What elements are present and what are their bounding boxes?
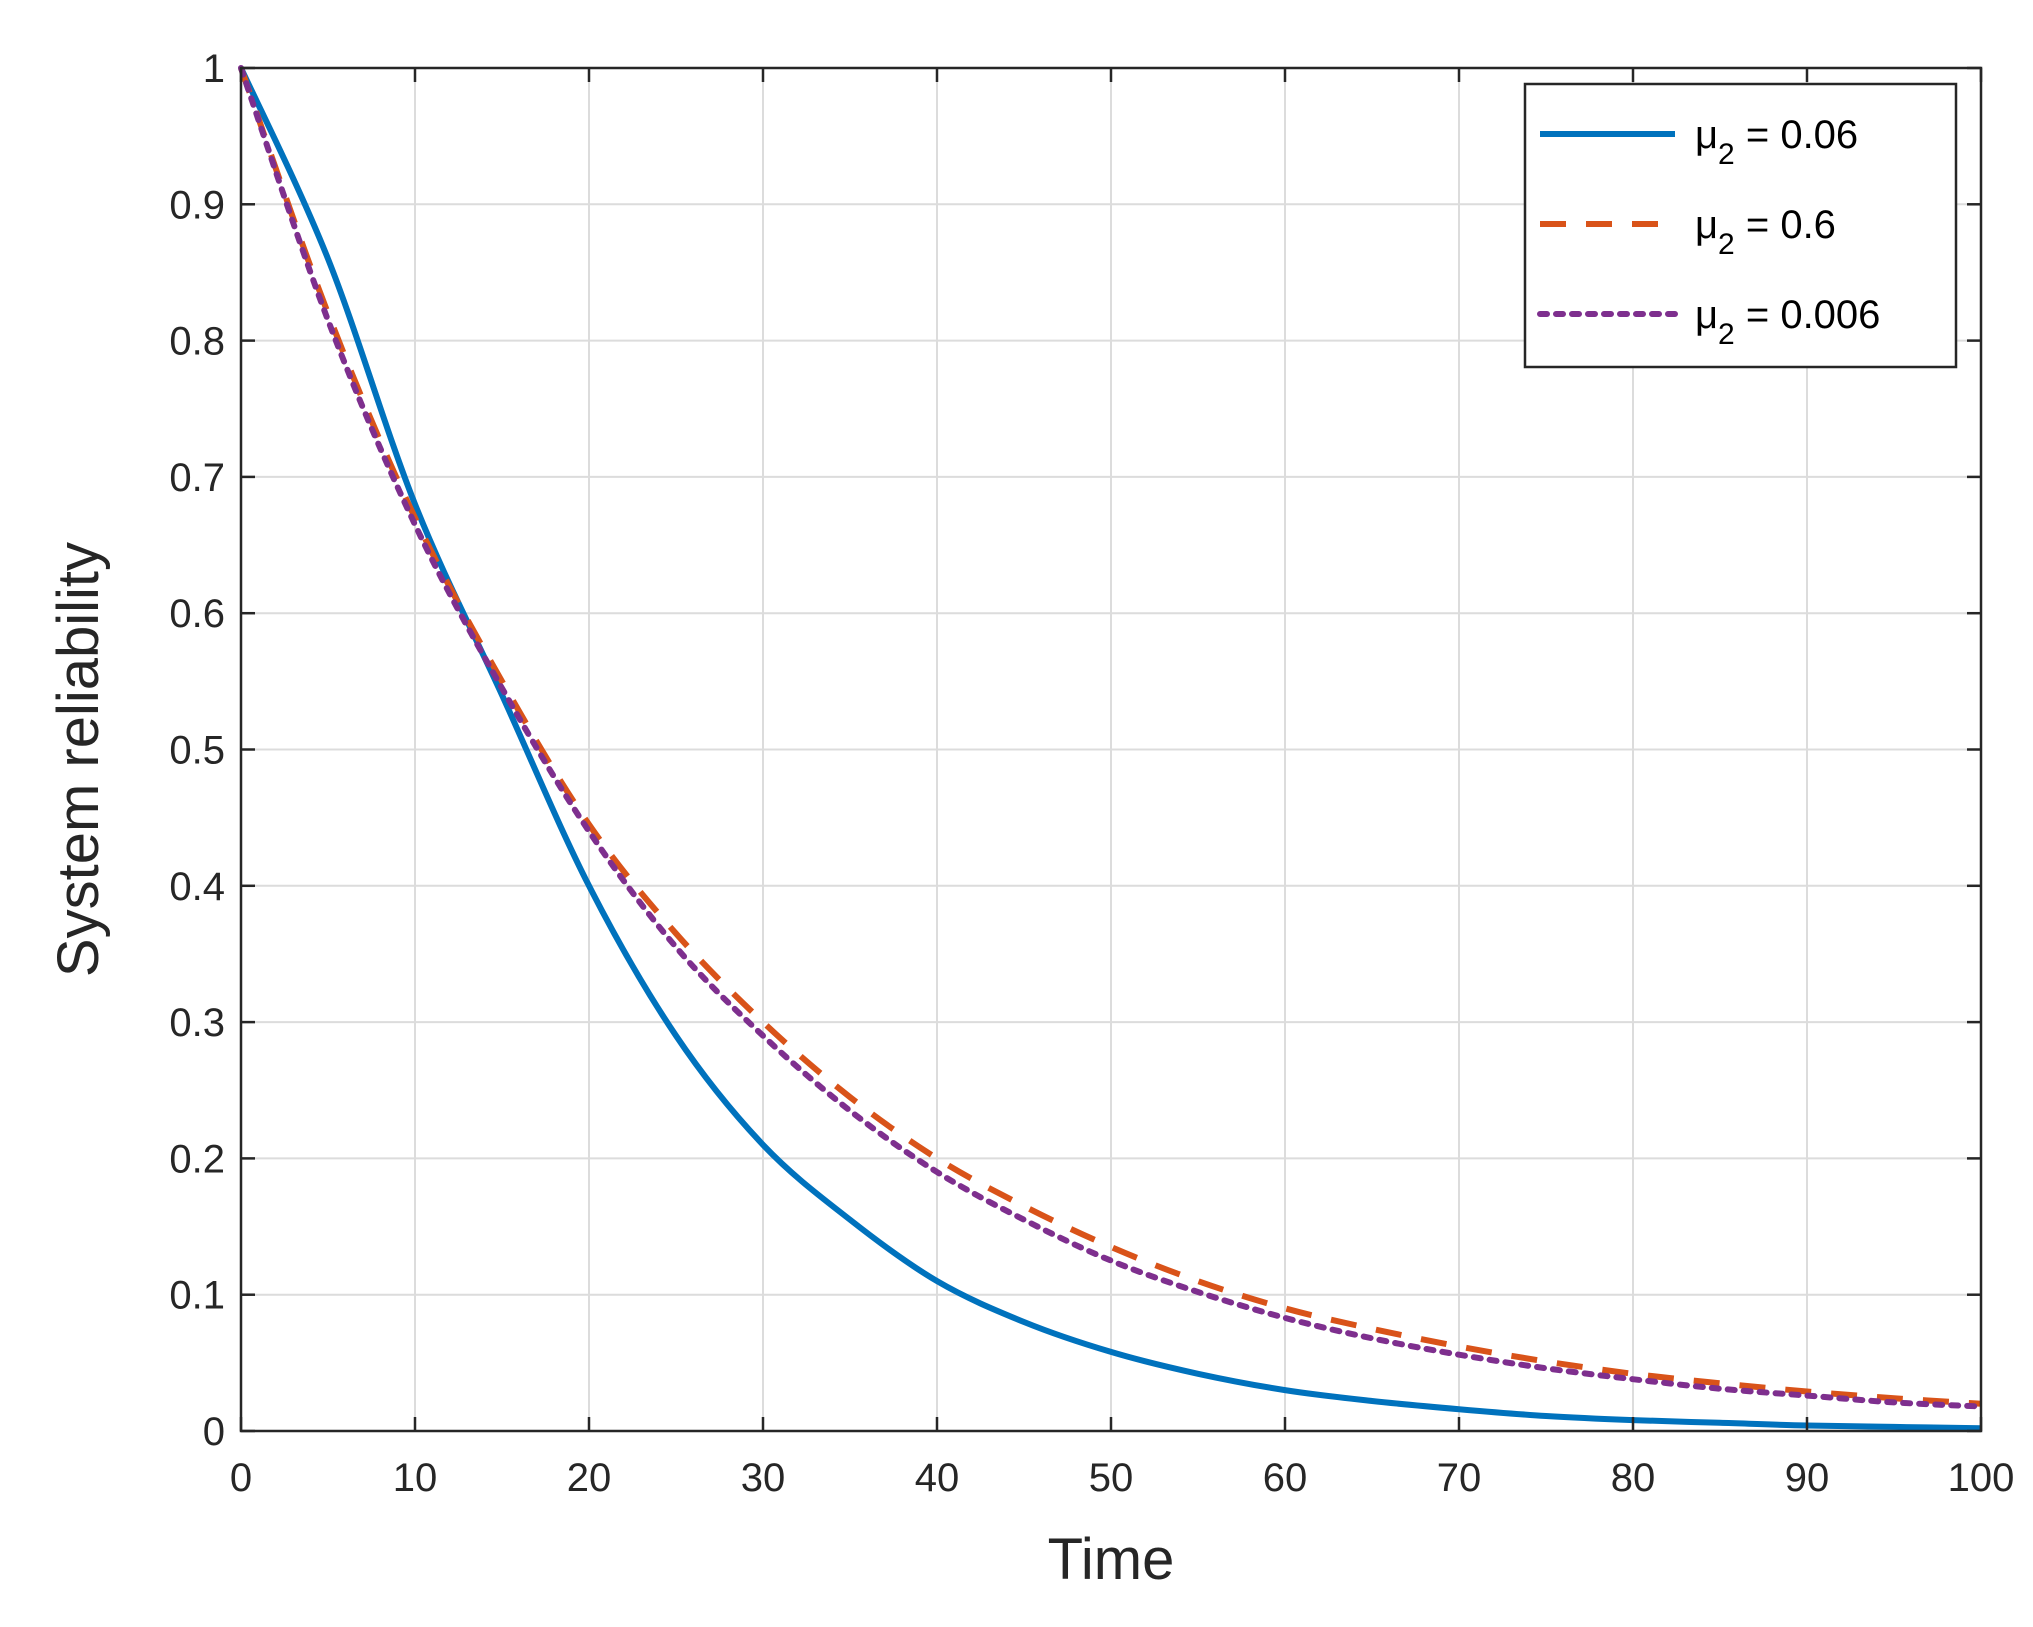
x-tick-label: 70 [1437, 1456, 1482, 1500]
series-group [238, 65, 1984, 1432]
x-tick-label: 20 [567, 1456, 612, 1500]
legend: μ2 = 0.06 μ2 = 0.6 μ2 = 0.006 [1523, 82, 1958, 369]
x-tick-label: 0 [230, 1456, 252, 1500]
series-line-1 [238, 66, 1982, 1432]
y-tick-label: 0.7 [169, 456, 225, 500]
x-tick-label: 100 [1948, 1456, 2015, 1500]
series-line-3 [238, 65, 1984, 1410]
y-tick-label: 0.1 [169, 1274, 225, 1318]
x-axis-label: Time [1048, 1527, 1175, 1592]
legend-entry-2: μ2 = 0.6 [1695, 203, 1836, 261]
x-tick-label: 60 [1263, 1456, 1308, 1500]
x-tick-label: 90 [1785, 1456, 1830, 1500]
y-tick-label: 0.5 [169, 729, 225, 773]
y-axis-label: System reliability [46, 542, 111, 977]
x-tick-label: 40 [915, 1456, 960, 1500]
x-tick-label: 80 [1611, 1456, 1656, 1500]
y-tick-label: 0.3 [169, 1001, 225, 1045]
legend-entry-3: μ2 = 0.006 [1695, 293, 1880, 351]
axis-ticks: 0 10 20 30 40 50 60 70 80 90 100 0 0.1 0.2 0.3 0.4 0.5 0.… [169, 47, 2014, 1500]
y-tick-label: 0.2 [169, 1137, 225, 1181]
y-tick-label: 0.8 [169, 320, 225, 364]
x-tick-label: 50 [1089, 1456, 1134, 1500]
x-tick-label: 30 [741, 1456, 786, 1500]
y-tick-label: 1 [203, 47, 225, 91]
y-tick-label: 0 [203, 1410, 225, 1454]
legend-entry-1: μ2 = 0.06 [1695, 113, 1858, 171]
y-tick-label: 0.9 [169, 183, 225, 227]
series-line-2 [238, 66, 1982, 1407]
y-tick-label: 0.6 [169, 592, 225, 636]
x-tick-label: 10 [393, 1456, 438, 1500]
y-tick-label: 0.4 [169, 865, 225, 909]
